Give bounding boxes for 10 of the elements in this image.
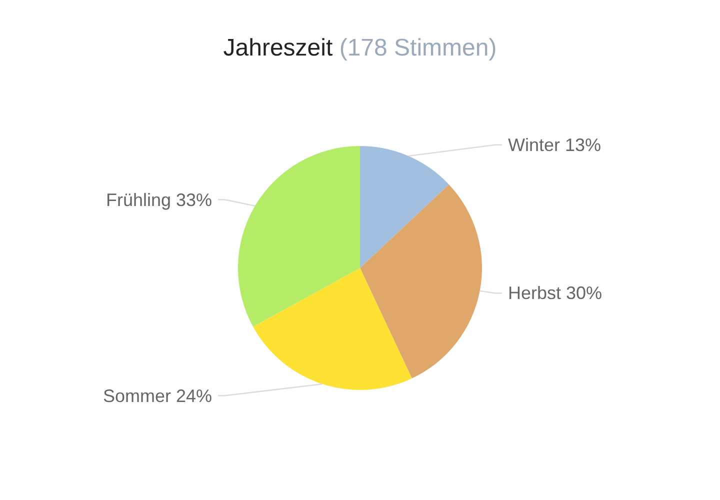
chart-title: Jahreszeit: [223, 34, 333, 62]
slice-label: Frühling 33%: [106, 190, 212, 210]
slice-label: Winter 13%: [508, 135, 602, 155]
slice-label: Herbst 30%: [508, 283, 602, 303]
pie-slice: [360, 184, 482, 378]
pie-slice: [253, 268, 412, 390]
chart-subtitle: (178 Stimmen): [339, 34, 497, 62]
pie-slice: [360, 146, 449, 268]
slice-label: Sommer 24%: [103, 386, 212, 406]
pie-slice: [238, 146, 360, 327]
